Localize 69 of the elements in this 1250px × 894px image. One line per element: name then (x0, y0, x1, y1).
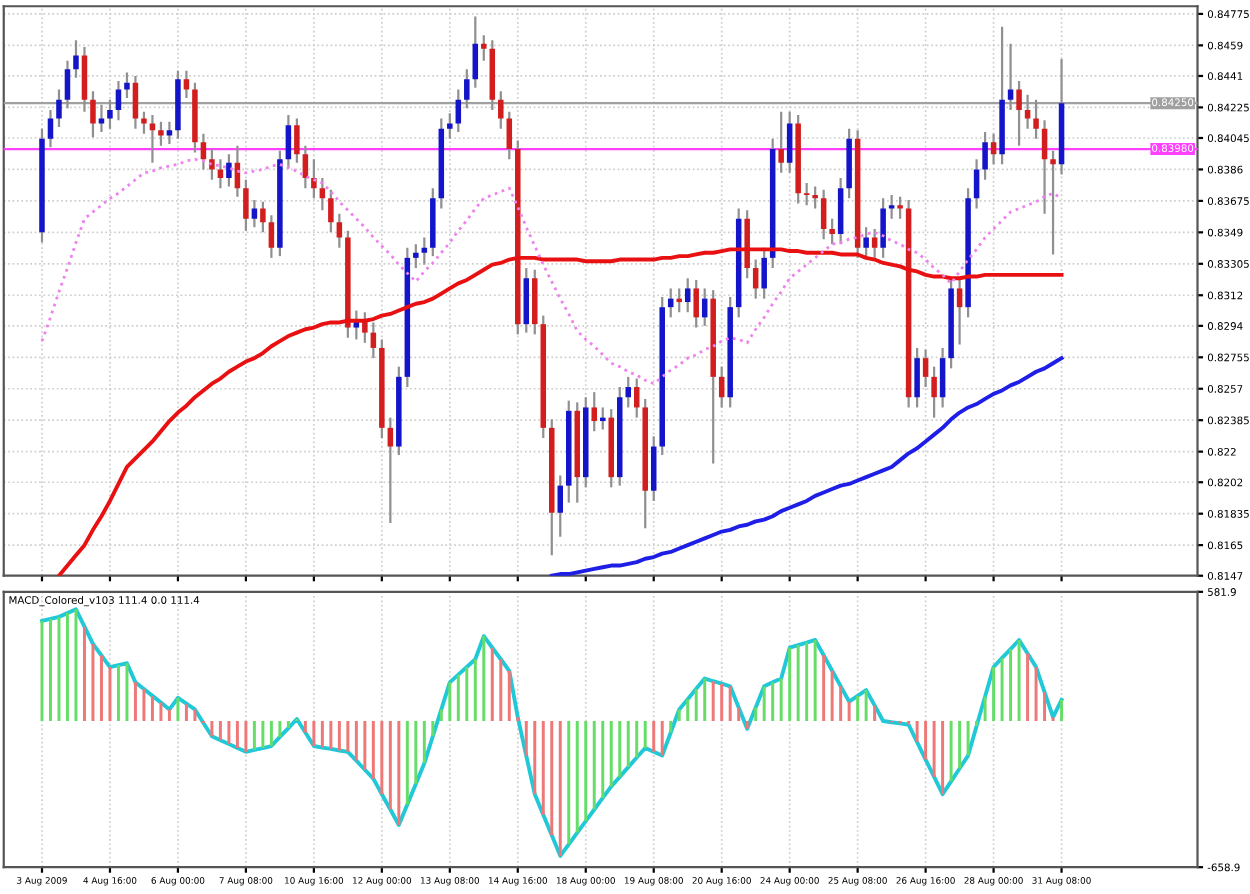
candlestick (931, 365, 937, 419)
candlestick (990, 132, 997, 166)
candlestick (1016, 79, 1022, 147)
candlestick (81, 45, 88, 113)
candlestick (820, 188, 827, 241)
candlestick (557, 474, 564, 538)
candlestick (1050, 149, 1056, 256)
candlestick (447, 112, 453, 140)
candlestick (464, 68, 470, 110)
line-series (57, 247, 1064, 576)
candlestick (761, 246, 767, 300)
candlestick (413, 243, 419, 270)
candlestick (956, 278, 963, 346)
candlestick (803, 181, 810, 207)
candlestick (871, 227, 878, 259)
candlestick (625, 375, 631, 409)
candlestick (73, 39, 79, 79)
candlestick (684, 277, 691, 314)
candlestick (64, 59, 71, 110)
line-series (40, 607, 1064, 858)
candlestick (897, 195, 903, 220)
candlestick (481, 34, 487, 62)
candlestick (387, 416, 394, 525)
candlestick (498, 90, 504, 130)
candlestick (778, 110, 784, 174)
candlestick (532, 268, 538, 336)
candlestick (837, 176, 844, 246)
candlestick (888, 193, 895, 220)
candlestick (107, 98, 113, 130)
candlestick (90, 90, 96, 139)
candlestick (829, 217, 835, 246)
candlestick (200, 132, 207, 171)
candlestick (158, 120, 164, 147)
candlestick (124, 71, 130, 100)
candlestick (973, 158, 980, 210)
candlestick (294, 117, 300, 164)
candlestick (914, 346, 920, 409)
candlestick (226, 153, 232, 188)
candlestick (311, 158, 317, 200)
candlestick (362, 311, 368, 344)
candlestick (98, 103, 105, 134)
candlestick (268, 214, 275, 259)
candlestick (56, 88, 62, 129)
candlestick (243, 178, 249, 232)
candlestick (455, 88, 462, 134)
candlestick (591, 391, 598, 433)
candlestick (523, 266, 530, 334)
candlestick (939, 346, 946, 409)
candlestick (863, 226, 869, 259)
candlestick (676, 287, 682, 314)
candlestick (260, 200, 266, 234)
line-series (549, 356, 1064, 576)
candlestick (880, 197, 886, 259)
candlestick (506, 110, 513, 161)
candlestick (47, 108, 54, 149)
candlestick (982, 130, 988, 181)
candlestick (1033, 98, 1039, 140)
candlestick (922, 348, 929, 389)
candlestick (693, 278, 699, 329)
candlestick (328, 188, 334, 234)
candlestick (650, 435, 657, 503)
candlestick (599, 406, 606, 431)
candlestick (141, 110, 147, 135)
candlestick (285, 113, 292, 169)
candlestick (209, 147, 215, 181)
candlestick (786, 110, 793, 174)
candlestick (812, 185, 818, 210)
candlestick (217, 158, 224, 190)
candlestick (183, 69, 190, 100)
